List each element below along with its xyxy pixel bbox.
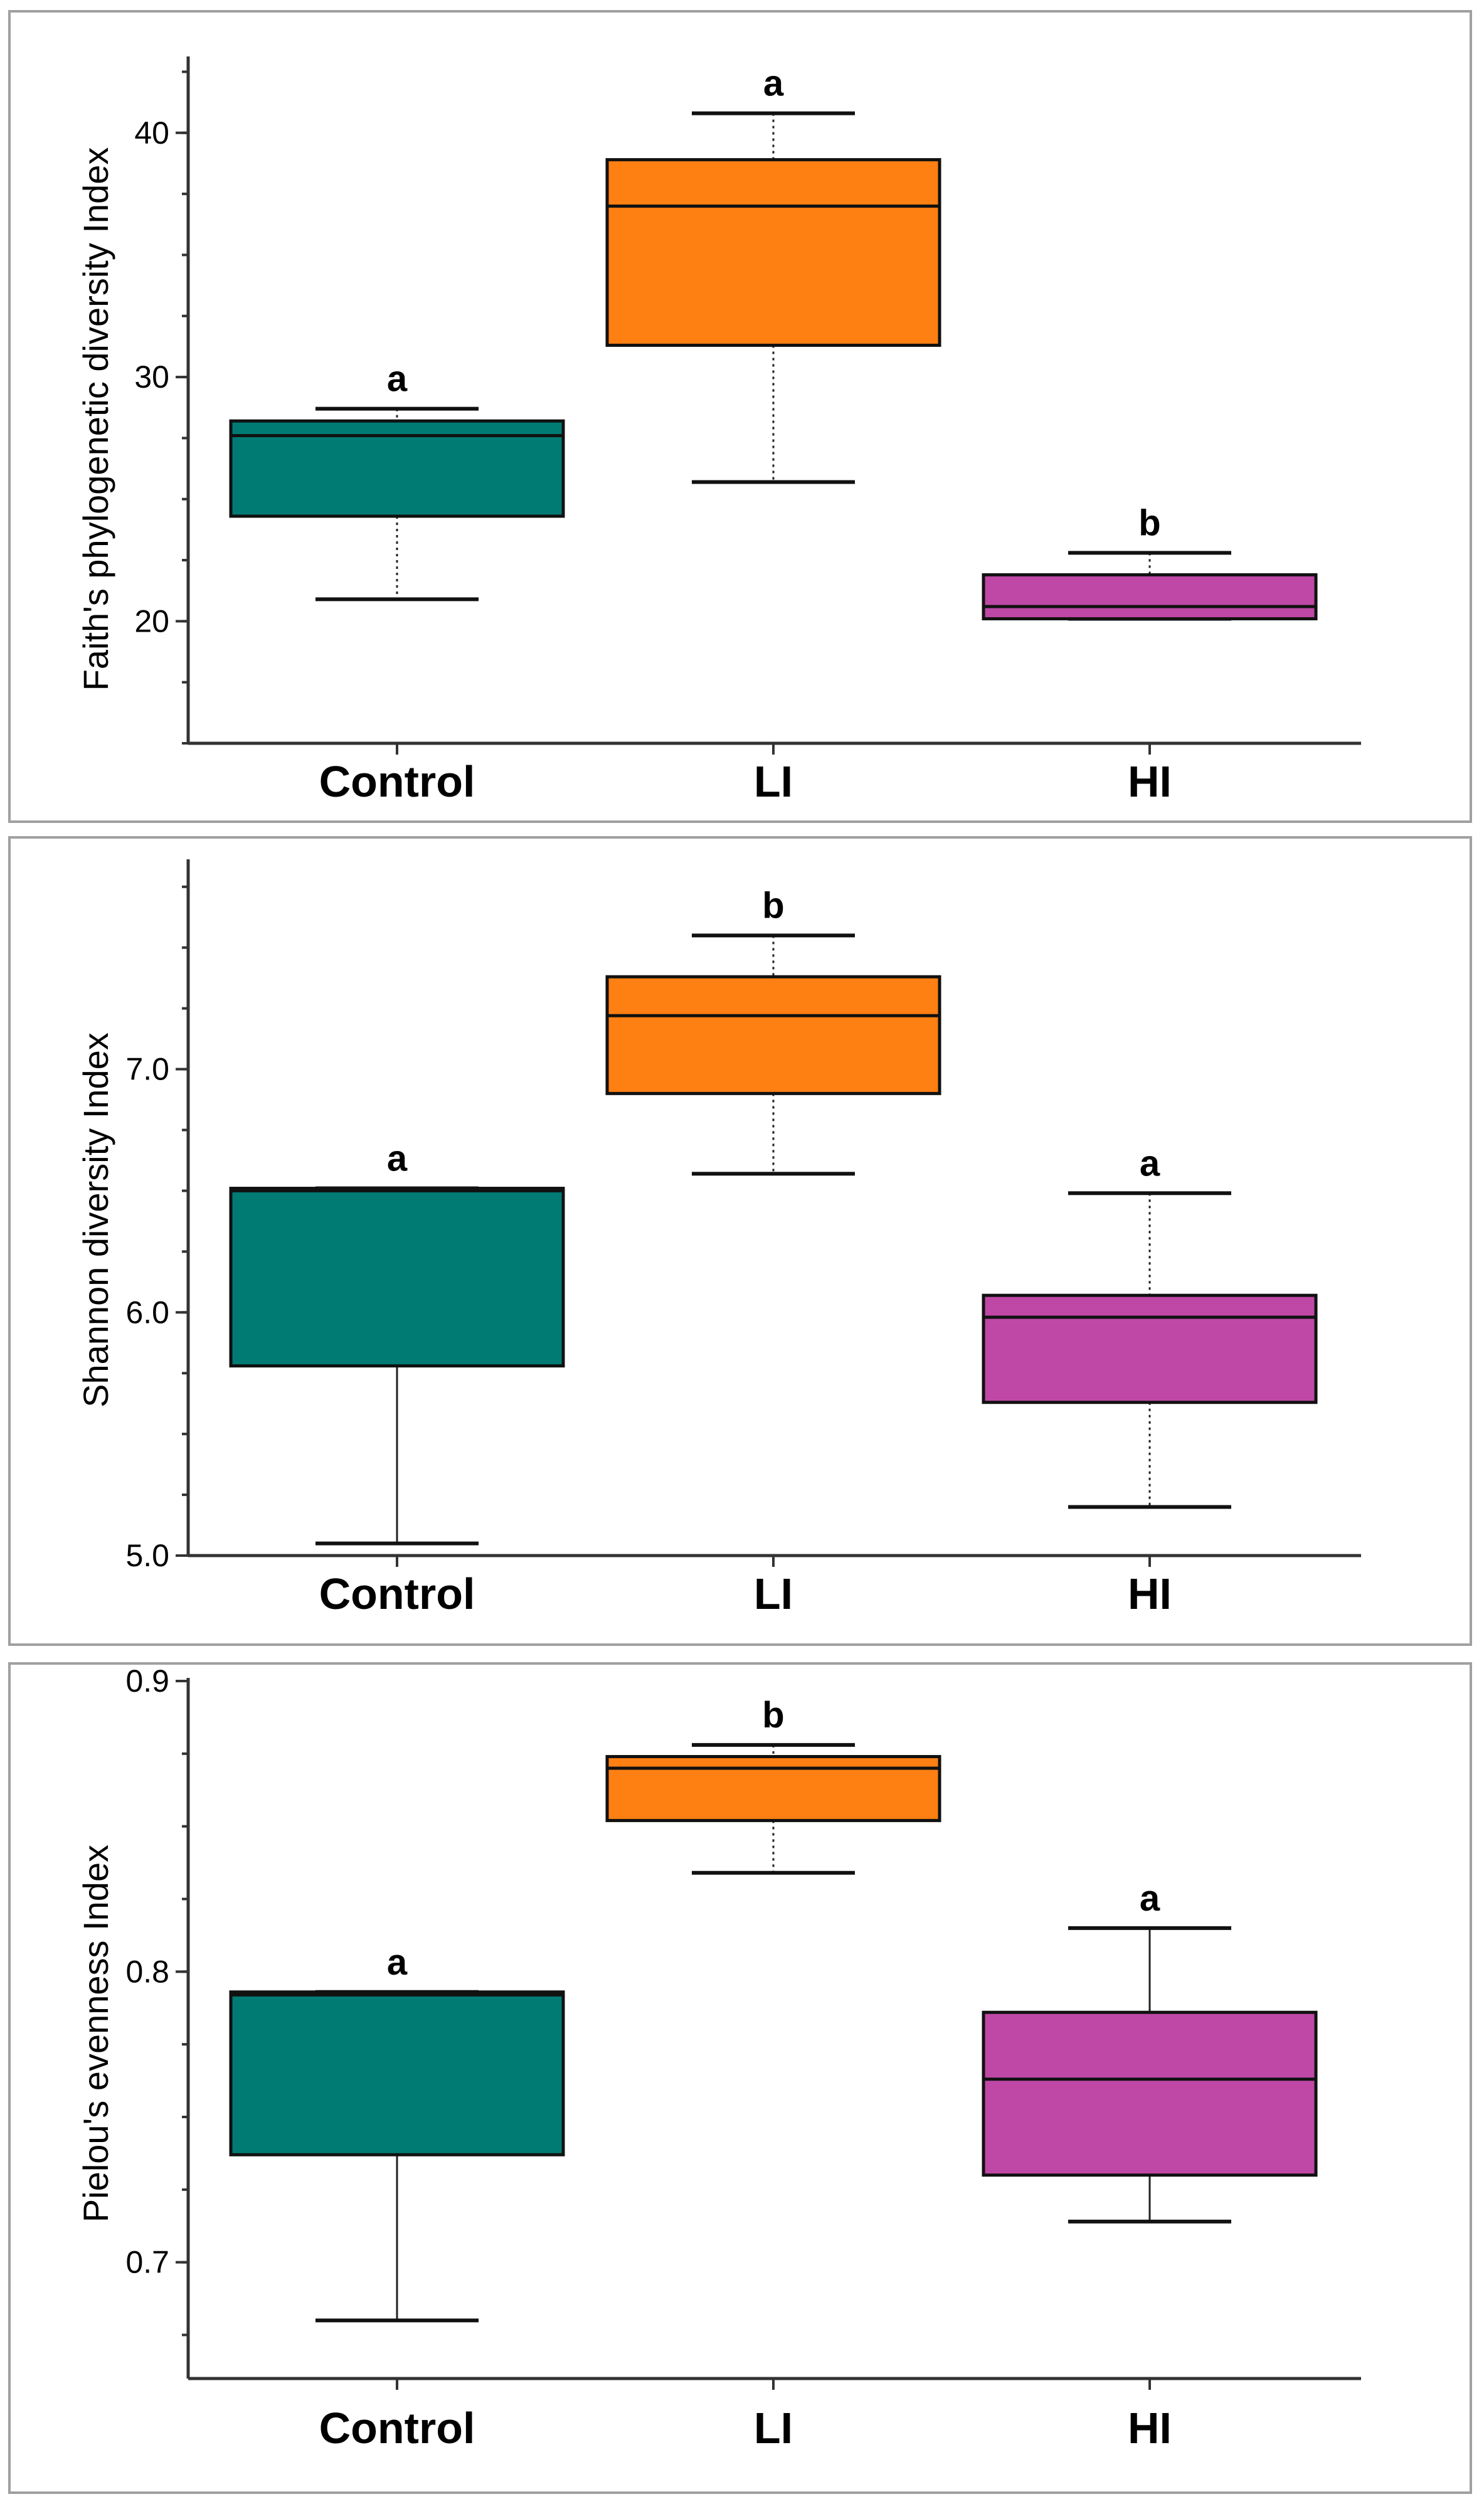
significance-letter: a xyxy=(1140,1878,1160,1919)
y-axis-label: Pielou's evenness Index xyxy=(76,1845,115,2222)
y-axis-label: Faith's phylogenetic diversity Index xyxy=(76,147,115,691)
y-tick-label: 0.8 xyxy=(125,1954,169,1989)
y-tick-label: 0.7 xyxy=(125,2245,169,2280)
box-hi xyxy=(982,1293,1318,1404)
box-li xyxy=(605,158,941,347)
panel-shannon: Shannon diversity Index 5.0 6.0 7.0 Control… xyxy=(8,836,1472,1646)
plot-area: 20 30 40 Control LI HI a a b xyxy=(134,56,1361,806)
significance-letter: a xyxy=(763,63,784,104)
significance-letter: a xyxy=(1140,1143,1160,1184)
box-control xyxy=(229,1187,565,1368)
panel-frame xyxy=(8,10,1472,823)
category-label: Control xyxy=(319,757,475,806)
category-label: Control xyxy=(319,2404,475,2453)
y-tick-label: 0.9 xyxy=(125,1663,169,1699)
category-label: Control xyxy=(319,1569,475,1618)
category-label: LI xyxy=(754,757,793,806)
panel-pielou: Pielou's evenness Index 0.7 0.8 0.9 Control… xyxy=(8,1662,1472,2494)
box-hi xyxy=(982,2010,1318,2177)
category-label: HI xyxy=(1128,2404,1172,2453)
box-hi xyxy=(982,573,1318,620)
significance-letter: a xyxy=(387,359,408,400)
y-axis-label: Shannon diversity Index xyxy=(76,1032,115,1408)
box-control xyxy=(229,1990,565,2156)
category-label: LI xyxy=(754,1569,793,1618)
box-li xyxy=(605,975,941,1095)
box-li xyxy=(605,1754,941,1822)
y-tick-label: 5.0 xyxy=(125,1538,169,1573)
significance-letter: a xyxy=(387,1138,408,1179)
y-tick-label: 30 xyxy=(134,359,169,395)
y-tick-label: 7.0 xyxy=(125,1052,169,1087)
significance-letter: b xyxy=(762,885,784,926)
category-label: HI xyxy=(1128,757,1172,806)
significance-letter: b xyxy=(1138,502,1160,543)
panel-faith: Faith's phylogenetic diversity Index 20 3… xyxy=(8,10,1472,823)
y-tick-label: 6.0 xyxy=(125,1295,169,1330)
category-label: LI xyxy=(754,2404,793,2453)
plot-area: 0.7 0.8 0.9 Control LI HI a b a xyxy=(125,1663,1361,2453)
panel-frame xyxy=(8,836,1472,1646)
significance-letter: a xyxy=(387,1942,408,1983)
y-tick-label: 40 xyxy=(134,115,169,151)
significance-letter: b xyxy=(762,1695,784,1736)
category-label: HI xyxy=(1128,1569,1172,1618)
y-tick-label: 20 xyxy=(134,603,169,639)
plot-area: 5.0 6.0 7.0 Control LI HI a b a xyxy=(125,859,1361,1618)
